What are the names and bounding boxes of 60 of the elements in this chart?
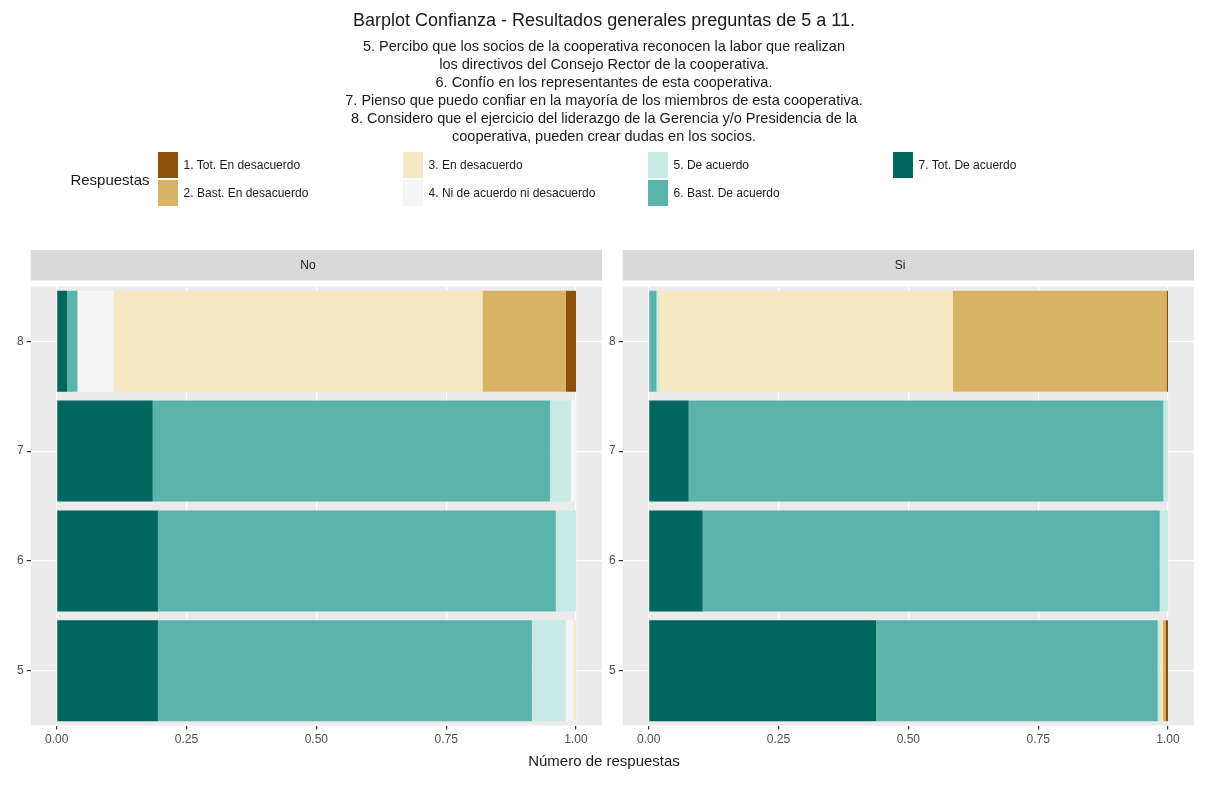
bar (649, 620, 877, 722)
y-tick-label: 8 (608, 333, 616, 348)
legend-label: 5. De acuerdo (673, 158, 749, 172)
legend-label: 7. Tot. De acuerdo (918, 158, 1017, 172)
bar (57, 290, 68, 392)
text: 5. Percibo que los socios de la cooperativa reconocen la labor que realizan los directivos del Consejo Rector de la cooperativa. 6. Confío en los representantes de esta cooperativa. 7. Pienso que puedo confiar en la mayoría de los miembros de esta cooperativa. 8. Considero que el ejercicio del liderazgo de la Gerencia y/o Presidencia de la cooperativa, pueden crear dudas en los socios. (344, 37, 864, 145)
y-tick-label: 6 (608, 553, 616, 568)
bar (157, 510, 556, 612)
bar (157, 620, 532, 722)
bar (649, 290, 657, 392)
bar (67, 290, 78, 392)
x-tick-label: 0.75 (1026, 732, 1051, 747)
x-tick-label: 0.50 (304, 732, 329, 747)
bar (113, 290, 483, 392)
y-tick-label: 8 (16, 333, 24, 348)
bar (531, 620, 566, 722)
y-tick-label: 7 (16, 443, 24, 458)
x-tick-label: 0.75 (434, 732, 459, 747)
bar (1163, 400, 1169, 502)
x-tick-label: 0.00 (44, 732, 69, 747)
legend-label: 4. Ni de acuerdo ni desacuerdo (428, 186, 596, 200)
x-tick-label: 0.50 (896, 732, 921, 747)
bar (702, 510, 1160, 612)
y-tick-label: 7 (608, 443, 616, 458)
bar (555, 510, 577, 612)
x-tick-label: 0.25 (766, 732, 791, 747)
bar (656, 290, 660, 392)
legend-title: Respuestas (70, 170, 150, 188)
x-tick-label: 0.00 (636, 732, 661, 747)
bar (688, 400, 1164, 502)
bar (565, 290, 577, 392)
bar (550, 400, 571, 502)
bar (57, 620, 158, 722)
chart-title: No (300, 257, 316, 272)
x-axis-title: Número de respuestas (527, 752, 681, 769)
y-tick-label: 6 (16, 553, 24, 568)
y-tick-label: 5 (608, 663, 616, 678)
bar (77, 290, 114, 392)
text: Barplot Confianza - Resultados generales preguntas de 5 a 11. (352, 10, 856, 31)
bar (57, 510, 158, 612)
bar (649, 510, 703, 612)
bar (57, 400, 153, 502)
bar (953, 290, 1167, 392)
x-tick-label: 1.00 (564, 732, 589, 747)
bar (573, 620, 577, 722)
legend-label: 3. En desacuerdo (428, 158, 523, 172)
bar (659, 290, 953, 392)
bar (1159, 510, 1169, 612)
x-tick-label: 1.00 (1156, 732, 1181, 747)
bar (482, 290, 566, 392)
x-tick-label: 0.25 (174, 732, 199, 747)
bar (152, 400, 551, 502)
bar (565, 620, 574, 722)
chart-title: Si (894, 257, 906, 272)
legend-label: 1. Tot. En desacuerdo (183, 158, 301, 172)
bar (649, 400, 689, 502)
legend-label: 2. Bast. En desacuerdo (183, 186, 309, 200)
bar (876, 620, 1158, 722)
y-tick-label: 5 (16, 663, 24, 678)
legend-label: 6. Bast. De acuerdo (673, 186, 780, 200)
